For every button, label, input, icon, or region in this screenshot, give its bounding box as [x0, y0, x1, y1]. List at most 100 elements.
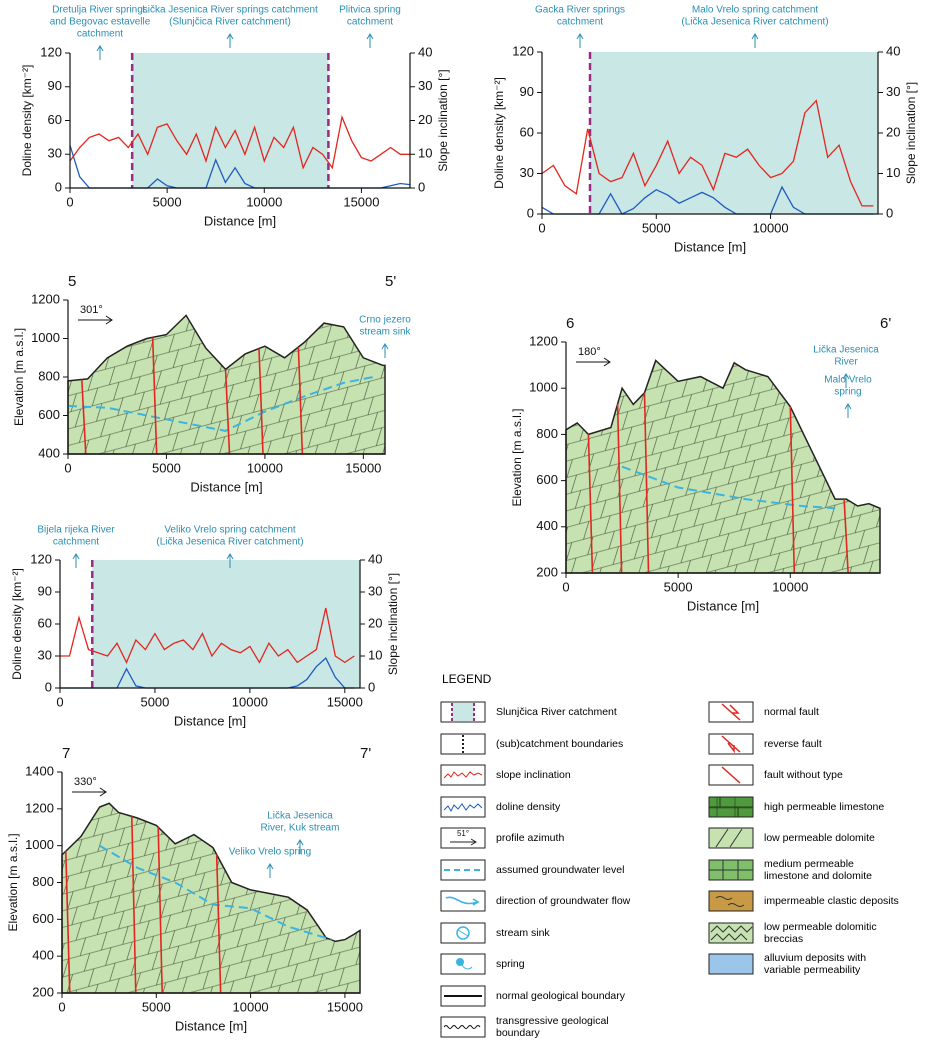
annotation: Crno jezero — [359, 315, 411, 326]
legend: LEGEND Slunjčica River catchment (sub)catc… — [440, 672, 936, 1062]
y2-tick-label: 0 — [886, 205, 893, 220]
y-tick-label: 120 — [30, 551, 52, 566]
annotation: Dretulja River springs — [52, 5, 148, 16]
annotation-arrow — [381, 343, 389, 358]
annotation: Gacka River springs — [535, 5, 625, 16]
annotation: Bijela rijeka River — [37, 525, 115, 536]
legend-icon — [440, 985, 486, 1006]
annotation-arrow — [576, 33, 584, 48]
terrain — [565, 359, 881, 574]
legend-item: fault without type — [708, 763, 914, 787]
x-axis-label: Distance [m] — [175, 1018, 247, 1033]
azimuth-arrow — [78, 315, 113, 325]
legend-item: medium permeable limestone and dolomite — [708, 858, 889, 882]
annotation: River — [834, 357, 858, 368]
fault — [224, 369, 231, 455]
x-tick-label: 5000 — [664, 579, 693, 594]
azimuth: 330° — [74, 776, 97, 788]
legend-item: impermeable clastic deposits — [708, 889, 914, 913]
legend-label: alluvium deposits with variable permeabi… — [764, 952, 867, 976]
y2-tick-label: 40 — [418, 44, 432, 59]
y-tick-label: 600 — [536, 472, 558, 487]
y-tick-label: 1000 — [529, 380, 558, 395]
terrain — [61, 802, 361, 994]
x-tick-label: 5000 — [642, 220, 671, 235]
groundwater-level — [67, 376, 374, 432]
annotation: spring — [834, 387, 861, 398]
profile-start: 6 — [566, 315, 574, 332]
y-tick-label: 1000 — [31, 330, 60, 345]
annotation: River, Kuk stream — [261, 823, 340, 834]
legend-icon — [440, 890, 486, 912]
legend-label: reverse fault — [764, 737, 822, 750]
legend-icon — [708, 859, 754, 880]
x-tick-label: 0 — [66, 194, 73, 209]
annotation-arrow — [842, 373, 850, 388]
x-tick-label: 10000 — [233, 999, 269, 1014]
legend-label: spring — [496, 958, 525, 970]
groundwater-level — [621, 465, 836, 510]
y-tick-label: 0 — [45, 679, 52, 694]
y-tick-label: 200 — [536, 564, 558, 579]
annotation: catchment — [347, 17, 393, 28]
x-tick-label: 5000 — [140, 694, 169, 709]
fault — [843, 499, 849, 574]
y2-tick-label: 10 — [418, 146, 432, 161]
fault — [789, 406, 796, 574]
fault — [64, 851, 71, 994]
fault — [130, 816, 137, 994]
legend-label: (sub)catchment boundaries — [496, 737, 624, 750]
legend-item: direction of groundwater flow — [440, 889, 646, 913]
y-tick-label: 600 — [38, 407, 60, 422]
annotation-arrow — [366, 33, 374, 48]
annotation: Veliko Vrelo spring — [229, 847, 311, 858]
x-tick-label: 0 — [562, 579, 569, 594]
annotation: Veliko Vrelo spring catchment — [164, 525, 296, 536]
legend-item: assumed groundwater level — [440, 858, 646, 882]
legend-item: (sub)catchment boundaries — [440, 732, 646, 756]
x-tick-label: 10000 — [752, 220, 788, 235]
y2-axis-label: Slope inclination [°] — [436, 69, 450, 171]
legend-icon — [440, 1016, 486, 1038]
x-tick-label: 10000 — [246, 194, 282, 209]
x-tick-label: 5000 — [152, 460, 181, 475]
y-tick-label: 600 — [32, 911, 54, 926]
azimuth: 301° — [80, 304, 103, 316]
legend-item: Slunjčica River catchment — [440, 700, 646, 724]
legend-icon — [440, 796, 486, 817]
fault — [215, 854, 222, 994]
y2-tick-label: 0 — [368, 679, 375, 694]
fault — [587, 434, 594, 574]
legend-icon — [440, 733, 486, 754]
legend-azimuth-example: 51° — [457, 829, 469, 838]
y-tick-label: 120 — [40, 44, 62, 59]
y-tick-label: 1200 — [31, 291, 60, 306]
y-tick-label: 90 — [520, 84, 534, 99]
legend-label: stream sink — [496, 926, 550, 939]
legend-icon — [440, 764, 486, 786]
azimuth-arrow — [576, 357, 611, 367]
legend-label: transgressive geological boundary — [496, 1015, 609, 1039]
annotation: (Lička Jesenica River catchment) — [681, 17, 828, 28]
catchment-shade — [92, 560, 361, 688]
profile-start: 5 — [68, 273, 76, 290]
legend-icon — [708, 701, 754, 723]
annotation-arrow — [844, 403, 852, 418]
y-tick-label: 1200 — [25, 800, 54, 815]
profile-start: 7 — [62, 745, 70, 762]
annotation-arrow — [96, 45, 104, 60]
annotation: catchment — [53, 537, 99, 548]
annotation: Lička Jesenica — [813, 345, 879, 356]
legend-item: doline density — [440, 795, 646, 819]
annotation-arrow — [296, 839, 304, 854]
y-tick-label: 0 — [55, 179, 62, 194]
y2-tick-label: 10 — [886, 165, 900, 180]
legend-label: normal geological boundary — [496, 989, 625, 1002]
legend-item: low permeable dolomitic breccias — [708, 921, 914, 945]
annotation: (Slunjčica River catchment) — [169, 17, 291, 28]
fault — [616, 403, 623, 574]
legend-item: stream sink — [440, 921, 646, 945]
y-axis-label: Elevation [m a.s.l.] — [510, 408, 524, 506]
data-line — [60, 607, 355, 664]
